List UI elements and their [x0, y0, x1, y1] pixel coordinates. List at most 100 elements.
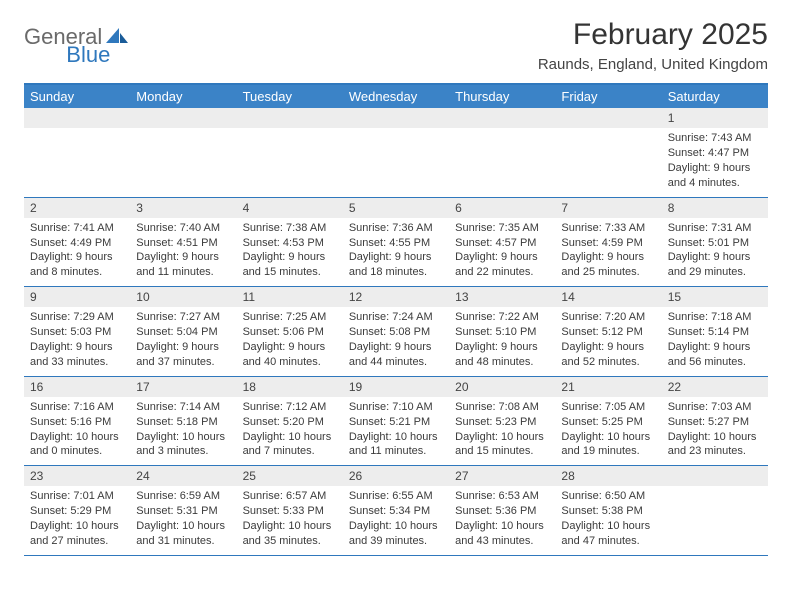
day-number: 8	[662, 198, 768, 218]
sunset-text: Sunset: 5:38 PM	[561, 504, 655, 519]
sunrise-text: Sunrise: 6:57 AM	[243, 489, 337, 504]
daylight-text: Daylight: 10 hours and 39 minutes.	[349, 519, 443, 549]
sunrise-text: Sunrise: 7:16 AM	[30, 400, 124, 415]
day-number: .	[662, 466, 768, 486]
sunset-text: Sunset: 5:20 PM	[243, 415, 337, 430]
day-number: 17	[130, 377, 236, 397]
month-title: February 2025	[538, 18, 768, 52]
day-cell: 17Sunrise: 7:14 AMSunset: 5:18 PMDayligh…	[130, 377, 236, 466]
day-cell: 1Sunrise: 7:43 AMSunset: 4:47 PMDaylight…	[662, 108, 768, 197]
day-number: 28	[555, 466, 661, 486]
header: General Blue February 2025 Raunds, Engla…	[24, 18, 768, 73]
calendar: Sunday Monday Tuesday Wednesday Thursday…	[24, 83, 768, 556]
daylight-text: Daylight: 9 hours and 18 minutes.	[349, 250, 443, 280]
day-cell: .	[662, 466, 768, 555]
daylight-text: Daylight: 10 hours and 35 minutes.	[243, 519, 337, 549]
daylight-text: Daylight: 9 hours and 44 minutes.	[349, 340, 443, 370]
sunset-text: Sunset: 5:21 PM	[349, 415, 443, 430]
sunrise-text: Sunrise: 7:24 AM	[349, 310, 443, 325]
logo: General Blue	[24, 18, 174, 50]
daylight-text: Daylight: 10 hours and 43 minutes.	[455, 519, 549, 549]
sunrise-text: Sunrise: 7:29 AM	[30, 310, 124, 325]
day-number: 6	[449, 198, 555, 218]
sunset-text: Sunset: 4:53 PM	[243, 236, 337, 251]
sunset-text: Sunset: 5:33 PM	[243, 504, 337, 519]
daylight-text: Daylight: 10 hours and 11 minutes.	[349, 430, 443, 460]
day-cell: 18Sunrise: 7:12 AMSunset: 5:20 PMDayligh…	[237, 377, 343, 466]
day-cell: .	[449, 108, 555, 197]
sunset-text: Sunset: 5:14 PM	[668, 325, 762, 340]
day-header-sun: Sunday	[24, 85, 130, 108]
day-number: .	[237, 108, 343, 128]
sunrise-text: Sunrise: 7:43 AM	[668, 131, 762, 146]
title-block: February 2025 Raunds, England, United Ki…	[538, 18, 768, 73]
day-number: 22	[662, 377, 768, 397]
day-cell: .	[24, 108, 130, 197]
day-cell: 16 Sunrise: 7:16 AMSunset: 5:16 PMDayligh…	[24, 377, 130, 466]
day-header-mon: Monday	[130, 85, 236, 108]
daylight-text: Daylight: 9 hours and 56 minutes.	[668, 340, 762, 370]
day-number: .	[130, 108, 236, 128]
day-number: 5	[343, 198, 449, 218]
daylight-text: Daylight: 10 hours and 0 minutes.	[30, 430, 124, 460]
sunset-text: Sunset: 5:27 PM	[668, 415, 762, 430]
daylight-text: Daylight: 9 hours and 40 minutes.	[243, 340, 337, 370]
sunrise-text: Sunrise: 7:41 AM	[30, 221, 124, 236]
day-header-thu: Thursday	[449, 85, 555, 108]
sunrise-text: Sunrise: 7:05 AM	[561, 400, 655, 415]
day-cell: .	[343, 108, 449, 197]
sunrise-text: Sunrise: 7:25 AM	[243, 310, 337, 325]
sunset-text: Sunset: 5:25 PM	[561, 415, 655, 430]
daylight-text: Daylight: 10 hours and 47 minutes.	[561, 519, 655, 549]
day-cell: 8Sunrise: 7:31 AMSunset: 5:01 PMDaylight…	[662, 198, 768, 287]
sunrise-text: Sunrise: 7:03 AM	[668, 400, 762, 415]
day-cell: 24Sunrise: 6:59 AMSunset: 5:31 PMDayligh…	[130, 466, 236, 555]
day-cell: 6Sunrise: 7:35 AMSunset: 4:57 PMDaylight…	[449, 198, 555, 287]
sunset-text: Sunset: 5:29 PM	[30, 504, 124, 519]
day-number: 7	[555, 198, 661, 218]
sunrise-text: Sunrise: 7:01 AM	[30, 489, 124, 504]
day-number: 16	[24, 377, 130, 397]
day-number: 1	[662, 108, 768, 128]
sunrise-text: Sunrise: 7:38 AM	[243, 221, 337, 236]
sunset-text: Sunset: 5:34 PM	[349, 504, 443, 519]
daylight-text: Daylight: 10 hours and 19 minutes.	[561, 430, 655, 460]
day-number: 27	[449, 466, 555, 486]
day-cell: .	[130, 108, 236, 197]
sunrise-text: Sunrise: 6:53 AM	[455, 489, 549, 504]
week-row: 2Sunrise: 7:41 AMSunset: 4:49 PMDaylight…	[24, 198, 768, 288]
day-cell: 19Sunrise: 7:10 AMSunset: 5:21 PMDayligh…	[343, 377, 449, 466]
day-header-sat: Saturday	[662, 85, 768, 108]
day-cell: 12Sunrise: 7:24 AMSunset: 5:08 PMDayligh…	[343, 287, 449, 376]
day-number: 21	[555, 377, 661, 397]
sunrise-text: Sunrise: 7:14 AM	[136, 400, 230, 415]
daylight-text: Daylight: 9 hours and 8 minutes.	[30, 250, 124, 280]
daylight-text: Daylight: 9 hours and 29 minutes.	[668, 250, 762, 280]
day-number: 19	[343, 377, 449, 397]
sunrise-text: Sunrise: 7:20 AM	[561, 310, 655, 325]
daylight-text: Daylight: 9 hours and 4 minutes.	[668, 161, 762, 191]
week-row: 23Sunrise: 7:01 AMSunset: 5:29 PMDayligh…	[24, 466, 768, 556]
sunset-text: Sunset: 5:06 PM	[243, 325, 337, 340]
day-number: 24	[130, 466, 236, 486]
sunrise-text: Sunrise: 7:18 AM	[668, 310, 762, 325]
daylight-text: Daylight: 10 hours and 7 minutes.	[243, 430, 337, 460]
day-cell: 5 Sunrise: 7:36 AMSunset: 4:55 PMDaylight…	[343, 198, 449, 287]
sunrise-text: Sunrise: 7:36 AM	[349, 221, 443, 236]
day-number: 11	[237, 287, 343, 307]
sunset-text: Sunset: 5:16 PM	[30, 415, 124, 430]
sunset-text: Sunset: 5:23 PM	[455, 415, 549, 430]
sunset-text: Sunset: 5:36 PM	[455, 504, 549, 519]
sunrise-text: Sunrise: 6:50 AM	[561, 489, 655, 504]
daylight-text: Daylight: 10 hours and 27 minutes.	[30, 519, 124, 549]
day-cell: 9Sunrise: 7:29 AMSunset: 5:03 PMDaylight…	[24, 287, 130, 376]
day-cell: 22 Sunrise: 7:03 AMSunset: 5:27 PMDayligh…	[662, 377, 768, 466]
day-number: 25	[237, 466, 343, 486]
daylight-text: Daylight: 10 hours and 23 minutes.	[668, 430, 762, 460]
sunset-text: Sunset: 4:55 PM	[349, 236, 443, 251]
week-row: 9Sunrise: 7:29 AMSunset: 5:03 PMDaylight…	[24, 287, 768, 377]
day-number: .	[555, 108, 661, 128]
day-number: 26	[343, 466, 449, 486]
day-cell: 28 Sunrise: 6:50 AMSunset: 5:38 PMDayligh…	[555, 466, 661, 555]
day-number: 12	[343, 287, 449, 307]
